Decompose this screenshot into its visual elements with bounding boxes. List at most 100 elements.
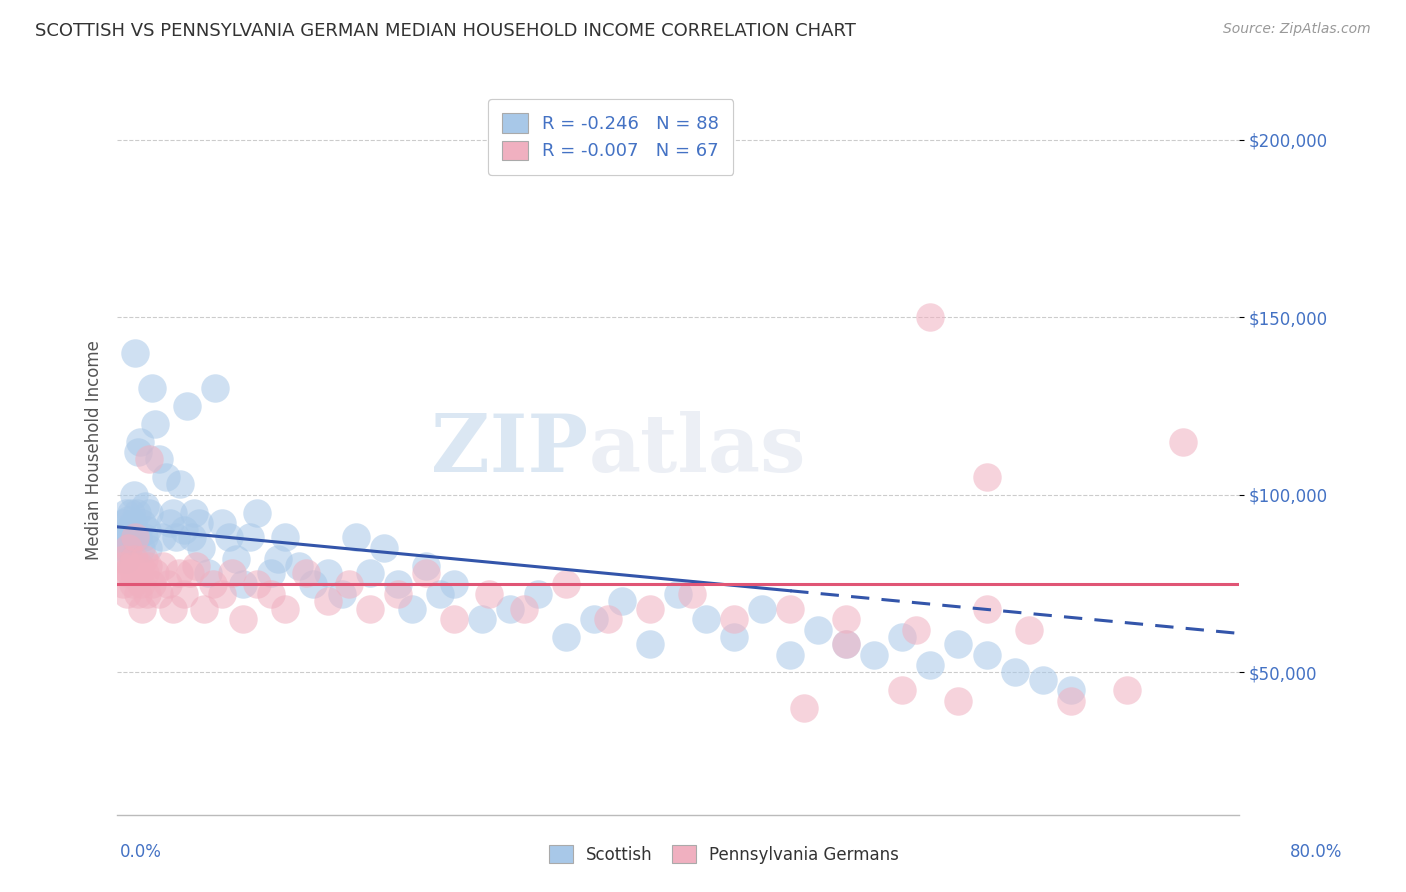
Point [863,648,886,662]
Point [891,630,914,644]
Point [176,399,198,413]
Point [128,558,150,573]
Point [136,558,159,573]
Point [173,524,195,538]
Point [976,648,998,662]
Point [582,612,605,626]
Point [920,310,942,325]
Point [127,445,149,459]
Point [1032,673,1054,687]
Text: SCOTTISH VS PENNSYLVANIA GERMAN MEDIAN HOUSEHOLD INCOME CORRELATION CHART: SCOTTISH VS PENNSYLVANIA GERMAN MEDIAN H… [35,22,856,40]
Point [128,434,150,449]
Point [1004,665,1026,680]
Point [110,531,132,545]
Point [596,612,619,626]
Point [429,587,451,601]
Point [344,531,367,545]
Point [920,658,942,673]
Point [835,637,858,651]
Point [121,576,143,591]
Point [148,452,170,467]
Point [173,587,195,601]
Point [401,601,423,615]
Point [471,612,494,626]
Point [124,345,146,359]
Point [221,566,243,580]
Point [129,576,152,591]
Point [120,531,142,545]
Point [110,558,132,573]
Point [527,587,550,601]
Point [793,701,815,715]
Point [1171,434,1194,449]
Text: atlas: atlas [588,411,806,490]
Point [141,381,163,395]
Point [122,551,145,566]
Point [225,551,247,566]
Point [807,623,830,637]
Point [156,576,179,591]
Point [131,516,153,531]
Legend: Scottish, Pennsylvania Germans: Scottish, Pennsylvania Germans [543,838,905,871]
Point [779,648,801,662]
Point [124,531,146,545]
Point [155,470,177,484]
Point [835,612,858,626]
Point [948,637,970,651]
Point [162,601,184,615]
Legend: R = -0.246   N = 88, R = -0.007   N = 67: R = -0.246 N = 88, R = -0.007 N = 67 [488,99,734,175]
Point [1018,623,1040,637]
Point [187,516,209,531]
Point [138,452,160,467]
Point [387,587,409,601]
Point [513,601,536,615]
Point [302,576,325,591]
Point [554,630,576,644]
Point [135,587,157,601]
Point [274,601,297,615]
Point [190,541,212,556]
Point [117,513,139,527]
Point [127,587,149,601]
Point [891,683,914,698]
Point [1115,683,1137,698]
Point [723,612,745,626]
Point [152,558,174,573]
Point [120,506,142,520]
Point [143,566,166,580]
Point [115,587,138,601]
Text: Source: ZipAtlas.com: Source: ZipAtlas.com [1223,22,1371,37]
Point [638,601,661,615]
Point [134,499,156,513]
Point [976,470,998,484]
Point [751,601,773,615]
Point [118,524,141,538]
Point [443,612,465,626]
Point [162,506,184,520]
Point [132,551,155,566]
Point [976,601,998,615]
Point [295,566,318,580]
Point [239,531,262,545]
Point [201,576,224,591]
Point [122,488,145,502]
Point [443,576,465,591]
Point [112,551,135,566]
Point [499,601,522,615]
Point [132,531,155,545]
Text: 80.0%: 80.0% [1291,843,1343,861]
Point [122,531,145,545]
Point [288,558,311,573]
Point [316,594,339,608]
Point [948,694,970,708]
Point [159,516,181,531]
Point [135,524,157,538]
Point [681,587,703,601]
Point [610,594,633,608]
Point [246,576,269,591]
Point [211,587,233,601]
Point [114,551,136,566]
Point [150,531,173,545]
Point [184,558,207,573]
Point [169,477,191,491]
